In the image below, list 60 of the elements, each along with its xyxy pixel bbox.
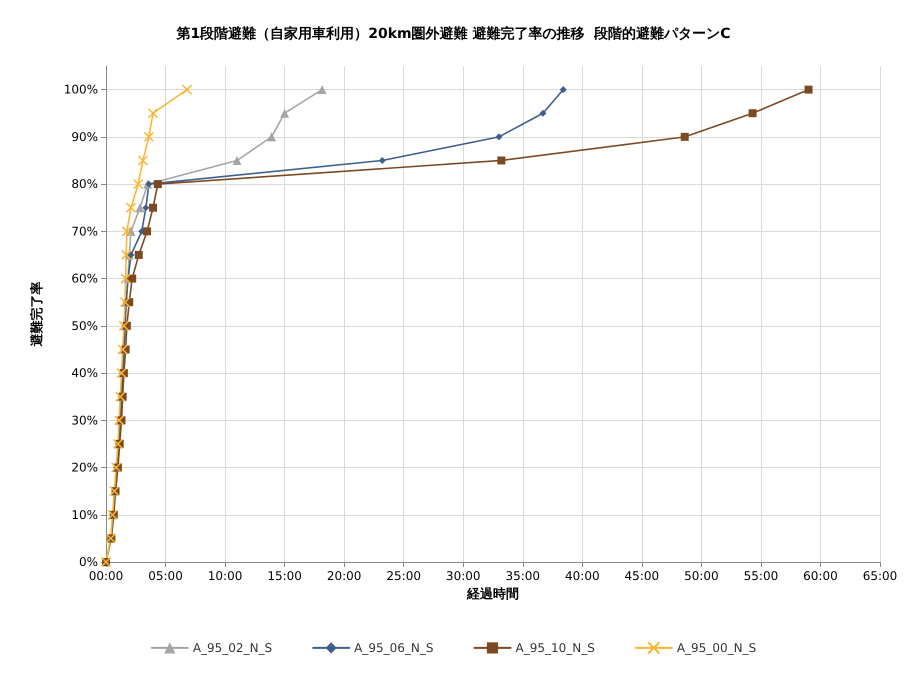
x-tick-label: 40:00 [565, 569, 600, 583]
y-axis-title: 避難完了率 [29, 282, 45, 348]
point [540, 110, 547, 117]
x-tick-label: 65:00 [862, 569, 898, 583]
point [280, 108, 290, 118]
point [378, 156, 386, 164]
point [680, 132, 689, 141]
x-tick-label: 00:00 [88, 569, 124, 583]
y-tick-label: 100% [64, 82, 98, 97]
x-tick-label: 25:00 [386, 569, 421, 583]
point [120, 250, 132, 260]
x-tick-label: 55:00 [744, 569, 778, 583]
point [143, 227, 152, 236]
y-tick-label: 70% [71, 224, 98, 238]
y-tick-label: 40% [71, 366, 98, 380]
y-tick-label: 90% [71, 130, 98, 144]
legend-label: A_95_10_N_S [516, 640, 595, 655]
x-tick-label: 35:00 [505, 569, 540, 583]
point [182, 84, 192, 95]
point [142, 204, 150, 212]
x-tick-label: 15:00 [267, 569, 302, 583]
x-tick-label: 30:00 [446, 569, 481, 583]
point [560, 86, 567, 94]
point [122, 226, 132, 237]
legend-label: A_95_06_N_S [354, 640, 434, 655]
point [149, 204, 158, 212]
point [154, 180, 162, 188]
point [134, 250, 143, 259]
point [120, 273, 131, 284]
y-tick-label: 10% [71, 508, 98, 522]
point [144, 132, 154, 142]
y-tick-label: 80% [71, 177, 98, 192]
point [497, 156, 506, 164]
point [135, 203, 144, 212]
point [267, 132, 276, 142]
y-tick-label: 20% [71, 460, 98, 475]
point [748, 109, 757, 118]
point [318, 85, 327, 94]
legend-label: A_95_02_N_S [192, 640, 272, 655]
point [128, 251, 135, 258]
legend-label: A_95_00_N_S [676, 640, 756, 655]
x-axis-title: 経過時間 [466, 587, 519, 602]
point [495, 133, 502, 140]
x-tick-label: 45:00 [624, 569, 660, 583]
point [132, 178, 144, 190]
point [232, 156, 242, 165]
x-tick-label: 50:00 [684, 569, 719, 583]
point [138, 155, 148, 166]
y-tick-label: 30% [71, 413, 98, 428]
x-tick-label: 10:00 [208, 569, 242, 583]
point [804, 86, 813, 94]
point [126, 202, 136, 213]
x-tick-label: 60:00 [803, 569, 838, 583]
y-tick-label: 50% [71, 318, 98, 333]
x-tick-label: 05:00 [148, 569, 183, 583]
y-tick-label: 60% [71, 272, 98, 286]
y-tick-label: 0% [78, 555, 98, 569]
chart-title: 第1段階避難（自家用車利用）20km圏外避難 避難完了率の推移 段階的避難パターンC [175, 25, 731, 42]
point [148, 108, 158, 118]
x-tick-label: 20:00 [326, 569, 362, 583]
